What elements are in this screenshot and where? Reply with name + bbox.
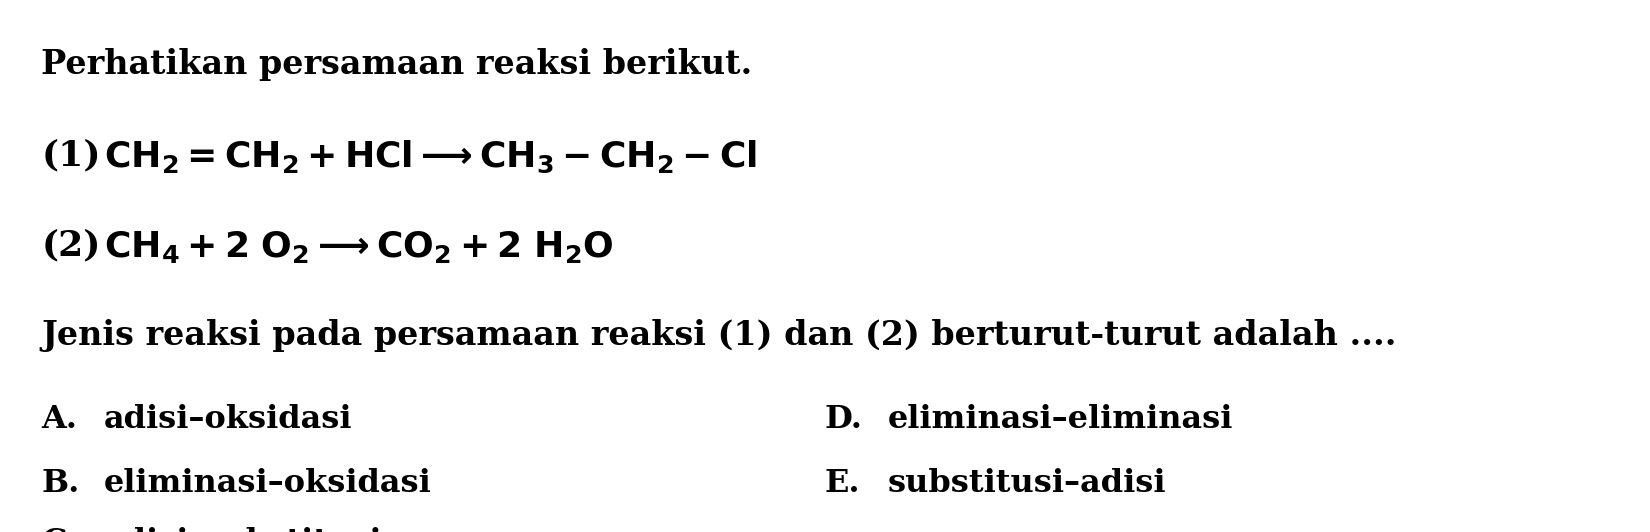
Text: B.: B. (41, 468, 79, 499)
Text: D.: D. (825, 404, 863, 435)
Text: C.: C. (41, 527, 78, 532)
Text: adisi–oksidasi: adisi–oksidasi (104, 404, 353, 435)
Text: $\mathbf{CH_4 + 2\ O_2 \longrightarrow CO_2 + 2\ H_2O}$: $\mathbf{CH_4 + 2\ O_2 \longrightarrow C… (104, 229, 614, 265)
Text: adisi–substitusi: adisi–substitusi (104, 527, 383, 532)
Text: substitusi–adisi: substitusi–adisi (888, 468, 1167, 499)
Text: E.: E. (825, 468, 861, 499)
Text: eliminasi–oksidasi: eliminasi–oksidasi (104, 468, 432, 499)
Text: A.: A. (41, 404, 78, 435)
Text: $\mathbf{CH_2 = CH_2 + HCl \longrightarrow CH_3 - CH_2 - Cl}$: $\mathbf{CH_2 = CH_2 + HCl \longrightarr… (104, 138, 757, 174)
Text: Perhatikan persamaan reaksi berikut.: Perhatikan persamaan reaksi berikut. (41, 48, 752, 81)
Text: (1): (1) (41, 138, 101, 172)
Text: (2): (2) (41, 229, 101, 263)
Text: Jenis reaksi pada persamaan reaksi (1) dan (2) berturut-turut adalah ....: Jenis reaksi pada persamaan reaksi (1) d… (41, 319, 1398, 352)
Text: eliminasi–eliminasi: eliminasi–eliminasi (888, 404, 1233, 435)
